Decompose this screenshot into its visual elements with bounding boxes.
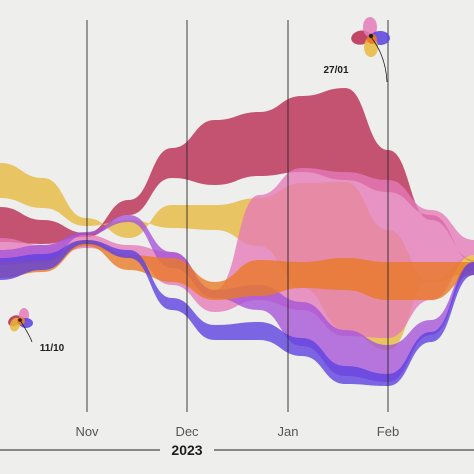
tick-label-feb: Feb (377, 424, 399, 439)
tick-label-dec: Dec (175, 424, 199, 439)
flower-icon (8, 308, 33, 332)
year-axis: 2023 (0, 442, 474, 458)
flower-icon (351, 17, 390, 57)
tick-label-jan: Jan (278, 424, 299, 439)
year-label: 2023 (171, 442, 202, 458)
annotation-label: 11/10 (40, 343, 65, 354)
stream-series-6 (0, 240, 474, 386)
month-tick-labels: Nov Dec Jan Feb (75, 424, 399, 439)
stream-areas (0, 88, 474, 386)
stream-series-4 (0, 215, 474, 382)
annotation-27-01: 27/01 (323, 17, 390, 83)
stream-series-3 (0, 168, 474, 338)
annotation-label: 27/01 (323, 65, 348, 76)
annotation-11-10: 11/10 (8, 308, 65, 354)
month-gridlines (86, 20, 389, 412)
annotation-connector (19, 319, 33, 343)
tick-label-nov: Nov (75, 424, 99, 439)
annotation-connector (370, 36, 388, 83)
stream-series-1 (0, 88, 474, 262)
